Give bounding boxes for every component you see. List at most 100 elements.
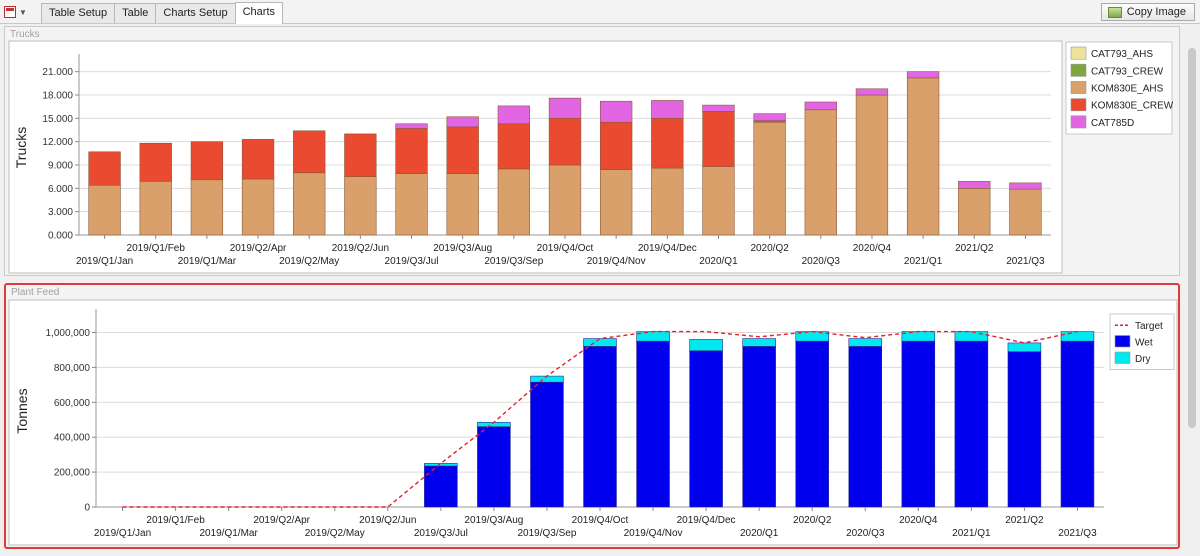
trucks-bar-kom830e-ahs [344, 176, 377, 236]
trucks-bar-kom830e-ahs [702, 166, 735, 236]
trucks-bar-kom830e-ahs [241, 178, 275, 236]
plant-feed-y-tick-label: 400,000 [54, 433, 91, 444]
trucks-bar-kom830e-crew [548, 118, 582, 166]
plant-feed-x-tick-label: 2019/Q1/Mar [199, 528, 258, 539]
dropdown-caret-icon: ▼ [19, 7, 27, 17]
trucks-x-tick-label: 2019/Q4/Oct [537, 243, 594, 254]
trucks-bar-cat785d [855, 88, 889, 96]
trucks-bar-kom830e-ahs [599, 169, 633, 236]
plant-feed-x-tick-label: 2021/Q1 [952, 528, 991, 539]
plant-feed-bar-wet [848, 346, 883, 508]
trucks-bar-cat785d [497, 105, 531, 125]
trucks-legend-swatch [1070, 46, 1087, 60]
scrollbar-thumb[interactable] [1188, 48, 1196, 428]
plant-feed-y-tick-label: 200,000 [54, 468, 91, 479]
copy-image-button[interactable]: Copy Image [1100, 3, 1195, 21]
plant-feed-bar-wet [530, 381, 564, 508]
trucks-x-tick-label: 2019/Q3/Sep [484, 256, 543, 267]
tab-charts-setup[interactable]: Charts Setup [155, 3, 236, 23]
trucks-bar-kom830e-ahs [446, 173, 479, 236]
trucks-legend-swatch [1070, 98, 1087, 112]
plant-feed-bar-wet [742, 346, 776, 508]
tab-strip: Table Setup Table Charts Setup Charts [41, 2, 284, 24]
plant-feed-bar-wet [636, 340, 670, 508]
trucks-y-tick-label: 0.000 [48, 231, 73, 242]
trucks-chart-panel: Trucks 0.000 3.000 6.000 9.000 12.000 15.000 1… [4, 26, 1180, 276]
trucks-bar-kom830e-ahs [804, 109, 837, 236]
trucks-legend-swatch [1070, 63, 1087, 77]
trucks-x-tick-label: 2020/Q2 [750, 243, 789, 254]
plant-feed-x-tick-label: 2019/Q3/Aug [464, 515, 523, 526]
plant-feed-x-tick-label: 2019/Q2/May [305, 528, 365, 539]
trucks-x-tick-label: 2019/Q1/Mar [178, 256, 237, 267]
trucks-bar-kom830e-crew [651, 118, 684, 169]
plant-feed-x-tick-label: 2020/Q1 [740, 528, 779, 539]
trucks-bar-cat785d [753, 113, 786, 121]
trucks-chart: 0.000 3.000 6.000 9.000 12.000 15.000 18.000 21… [8, 40, 1174, 274]
plant-feed-bar-dry [742, 338, 776, 347]
trucks-y-tick-label: 21.000 [42, 67, 73, 78]
plant-feed-bar-dry [424, 463, 458, 467]
tab-charts[interactable]: Charts [234, 2, 284, 24]
trucks-bar-kom830e-crew [599, 121, 633, 170]
plant-feed-bar-dry [530, 375, 564, 383]
trucks-x-tick-label: 2021/Q2 [955, 243, 994, 254]
trucks-bar-kom830e-crew [702, 111, 735, 167]
trucks-bar-kom830e-ahs [88, 184, 121, 236]
trucks-bar-kom830e-crew [293, 130, 326, 174]
trucks-x-tick-label: 2020/Q1 [699, 256, 738, 267]
trucks-x-tick-label: 2021/Q1 [904, 256, 943, 267]
trucks-bar-kom830e-ahs [958, 188, 991, 236]
trucks-bar-kom830e-ahs [497, 168, 531, 236]
trucks-x-tick-label: 2020/Q3 [802, 256, 841, 267]
trucks-x-tick-label: 2019/Q3/Jul [385, 256, 439, 267]
plant-feed-bar-wet [954, 340, 989, 508]
trucks-bar-cat785d [548, 97, 582, 119]
trucks-legend-label: CAT793_AHS [1091, 49, 1153, 60]
plant-feed-bar-dry [583, 338, 617, 347]
vertical-scrollbar[interactable] [1186, 26, 1198, 552]
trucks-bar-kom830e-crew [139, 142, 172, 182]
plant-feed-x-tick-label: 2020/Q3 [846, 528, 885, 539]
trucks-y-tick-label: 18.000 [42, 91, 73, 102]
toolbar: ▼ Table Setup Table Charts Setup Charts … [0, 0, 1200, 24]
plant-feed-y-tick-label: 600,000 [54, 398, 91, 409]
plant-feed-bar-wet [689, 350, 723, 508]
trucks-y-tick-label: 12.000 [42, 137, 73, 148]
plant-feed-bar-wet [901, 340, 936, 508]
trucks-y-tick-label: 3.000 [48, 207, 73, 218]
plant-feed-x-tick-label: 2019/Q4/Dec [677, 515, 736, 526]
trucks-y-tick-label: 15.000 [42, 114, 73, 125]
trucks-bar-kom830e-crew [88, 151, 121, 186]
plant-feed-bar-wet [424, 465, 458, 508]
trucks-legend-swatch [1070, 115, 1087, 129]
trucks-bar-cat785d [1009, 182, 1042, 190]
trucks-legend-label: KOM830E_AHS [1091, 84, 1164, 95]
trucks-bar-kom830e-ahs [753, 121, 786, 236]
chart-menu-button[interactable]: ▼ [4, 3, 36, 21]
trucks-bar-cat785d [958, 181, 991, 189]
plant-feed-bar-wet [795, 340, 829, 508]
plant-feed-x-tick-label: 2019/Q4/Oct [572, 515, 629, 526]
trucks-bar-kom830e-crew [190, 141, 224, 181]
image-icon [1107, 6, 1122, 18]
trucks-bar-kom830e-ahs [548, 164, 582, 236]
trucks-bar-cat785d [906, 71, 940, 79]
plant-feed-y-tick-label: 0 [84, 503, 90, 514]
trucks-x-tick-label: 2019/Q3/Aug [433, 243, 492, 254]
plant-feed-panel-caption: Plant Feed [11, 287, 60, 298]
tab-table[interactable]: Table [114, 3, 157, 23]
trucks-x-tick-label: 2019/Q1/Feb [127, 243, 186, 254]
trucks-bar-kom830e-ahs [651, 167, 684, 236]
plant-feed-x-tick-label: 2020/Q2 [793, 515, 832, 526]
plant-feed-bar-wet [1060, 340, 1095, 508]
calendar-chart-icon [4, 6, 16, 18]
trucks-bar-kom830e-ahs [395, 173, 428, 236]
trucks-bar-cat785d [446, 116, 479, 128]
plant-feed-legend-swatch [1114, 335, 1131, 348]
tab-table-setup[interactable]: Table Setup [41, 3, 116, 23]
trucks-legend-label: CAT785D [1091, 118, 1134, 129]
trucks-y-tick-label: 9.000 [48, 161, 73, 172]
trucks-bar-cat785d [804, 101, 837, 111]
plant-feed-x-tick-label: 2019/Q3/Sep [517, 528, 576, 539]
